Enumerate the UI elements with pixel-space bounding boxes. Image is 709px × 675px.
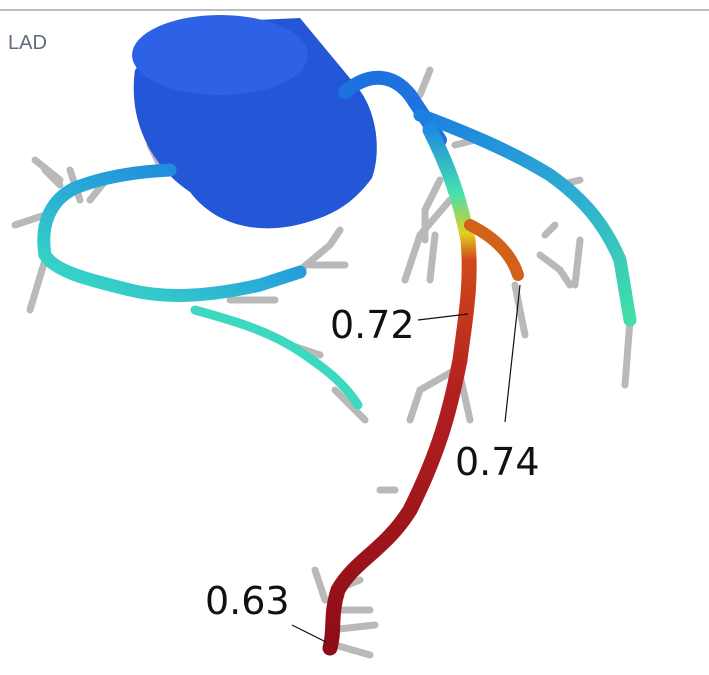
ffr-value: 0.74 [455,440,540,484]
ffr-value: 0.72 [330,303,415,347]
leader-line [292,625,326,642]
ffr-annotations: 0.72 0.74 0.63 [205,285,540,642]
figure: LAD 0.72 0.74 0.63 [0,0,709,675]
page: LAD 0.72 0.74 0.63 [0,0,709,675]
leader-line [505,285,520,422]
vessel-label: LAD [8,32,47,54]
ffr-value: 0.63 [205,579,290,623]
aorta [132,15,377,228]
